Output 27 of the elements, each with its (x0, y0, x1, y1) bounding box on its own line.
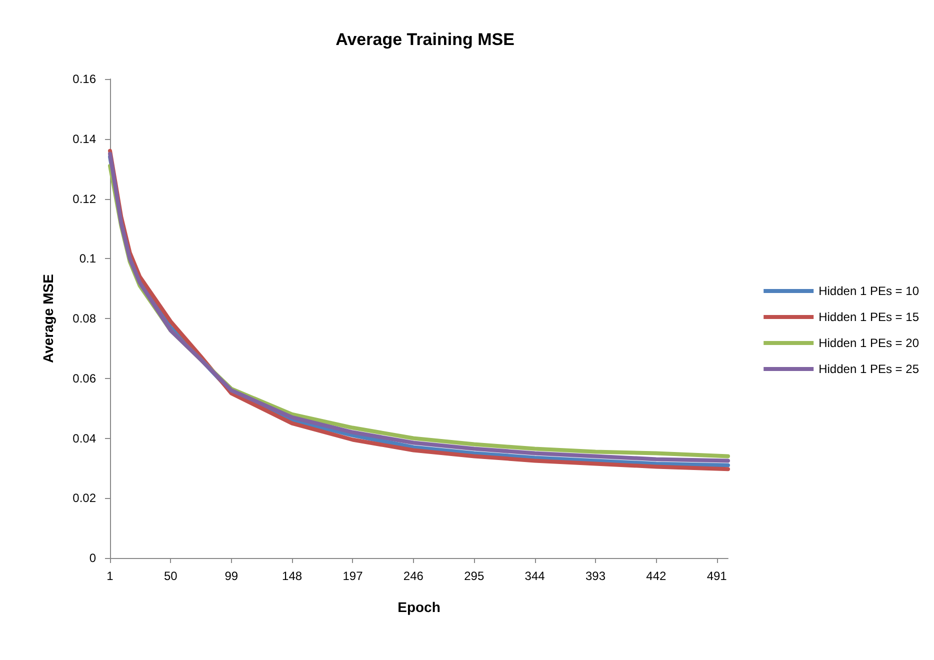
legend-label: Hidden 1 PEs = 25 (818, 362, 920, 376)
x-tick-label: 344 (524, 569, 546, 583)
y-tick-label: 0.08 (72, 312, 96, 326)
x-tick-label: 295 (464, 569, 484, 583)
x-tick-label: 197 (342, 569, 364, 583)
y-tick-label: 0.16 (72, 72, 96, 86)
y-tick-label: 0.02 (72, 491, 96, 506)
legend-label: Hidden 1 PEs = 20 (818, 336, 920, 350)
y-tick-label: 0.04 (72, 431, 96, 446)
x-tick-label: 246 (403, 569, 424, 583)
y-tick-label: 0.1 (79, 252, 96, 266)
x-tick-label: 1 (106, 569, 114, 583)
legend-label: Hidden 1 PEs = 10 (818, 284, 920, 298)
x-tick-label: 99 (224, 569, 238, 583)
x-tick-label: 442 (646, 569, 666, 583)
x-tick-label: 148 (282, 569, 302, 583)
y-tick-label: 0 (89, 551, 96, 565)
legend-label: Hidden 1 PEs = 15 (818, 310, 920, 324)
x-axis-title: Epoch (398, 599, 440, 615)
x-tick-label: 50 (164, 569, 178, 583)
y-tick-label: 0.12 (72, 192, 96, 206)
y-tick-label: 0.14 (72, 132, 96, 146)
x-tick-label: 491 (706, 569, 728, 583)
x-tick-label: 393 (585, 569, 606, 583)
y-axis-title: Average MSE (40, 274, 56, 363)
chart-title: Average Training MSE (336, 30, 514, 49)
y-tick-label: 0.06 (72, 371, 96, 386)
